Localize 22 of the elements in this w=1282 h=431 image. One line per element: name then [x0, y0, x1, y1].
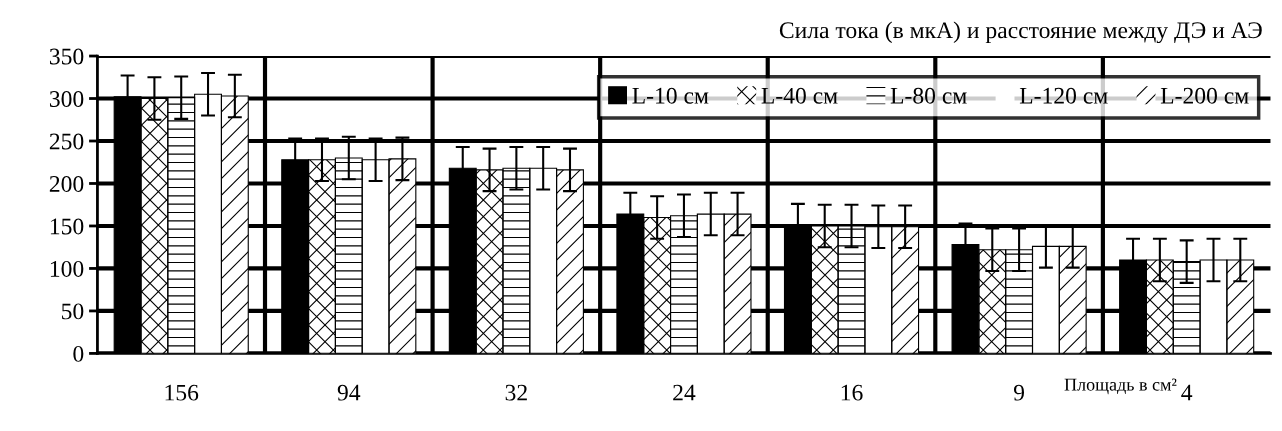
y-tick-label: 100 [50, 260, 84, 277]
x-tick-label: 94 [337, 384, 361, 401]
x-tick-label: 9 [1013, 384, 1025, 401]
legend-label: L-80 см [890, 87, 967, 104]
y-tick-label: 350 [49, 48, 84, 65]
chart-title: Сила тока (в мкА) и расстояние между ДЭ и АЭ [779, 21, 1262, 44]
y-tick-label: 50 [62, 303, 84, 320]
y-tick-label: 300 [49, 91, 84, 107]
legend-label: L-10 см [632, 87, 709, 104]
y-tick-label: 150 [50, 218, 84, 235]
x-tick-label: 156 [165, 384, 199, 401]
y-tick-label: 0 [73, 345, 84, 362]
x-tick-label: 32 [505, 384, 527, 401]
x-tick-label: 16 [841, 384, 863, 401]
x-axis-title: Площадь в см² [1064, 378, 1177, 395]
x-tick-label: 24 [673, 384, 696, 401]
legend-label: L-40 см [761, 87, 838, 104]
y-tick-label: 250 [49, 133, 84, 150]
x-tick-label: 4 [1181, 384, 1193, 401]
legend-label: L-120 см [1019, 87, 1108, 104]
y-tick-label: 200 [49, 175, 84, 192]
legend-label: L-200 см [1160, 87, 1249, 104]
